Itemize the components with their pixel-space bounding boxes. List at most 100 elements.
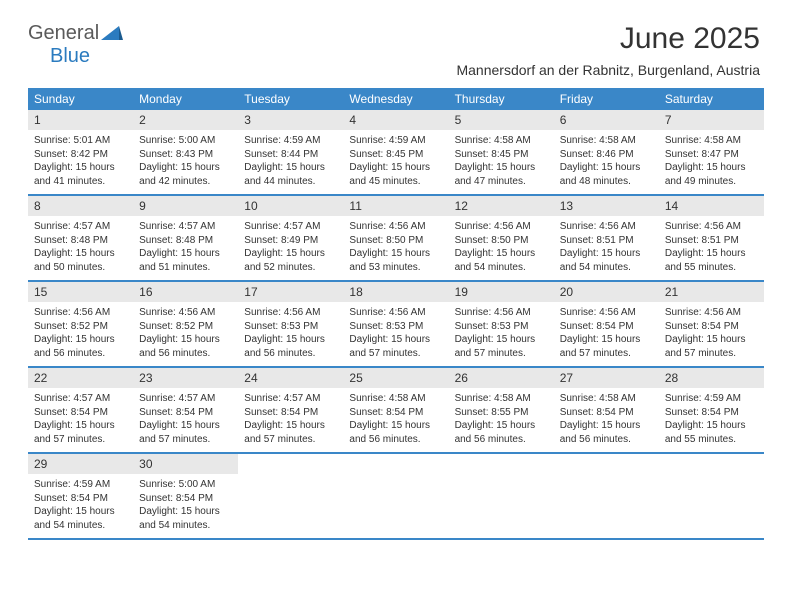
day-number: 13 (554, 196, 659, 216)
empty-cell (343, 454, 448, 538)
sunrise-line: Sunrise: 4:56 AM (349, 220, 442, 234)
daylight-line: Daylight: 15 hours and 56 minutes. (139, 333, 232, 360)
day-number: 4 (343, 110, 448, 130)
sunrise-line: Sunrise: 4:56 AM (34, 306, 127, 320)
day-body: Sunrise: 4:58 AMSunset: 8:54 PMDaylight:… (343, 388, 448, 452)
daylight-line: Daylight: 15 hours and 51 minutes. (139, 247, 232, 274)
sunrise-line: Sunrise: 4:59 AM (349, 134, 442, 148)
month-title: June 2025 (456, 22, 760, 56)
day-cell: 27Sunrise: 4:58 AMSunset: 8:54 PMDayligh… (554, 368, 659, 452)
sunrise-line: Sunrise: 4:59 AM (34, 478, 127, 492)
sunrise-line: Sunrise: 4:58 AM (665, 134, 758, 148)
sunset-line: Sunset: 8:54 PM (244, 406, 337, 420)
day-cell: 22Sunrise: 4:57 AMSunset: 8:54 PMDayligh… (28, 368, 133, 452)
day-number: 25 (343, 368, 448, 388)
sunset-line: Sunset: 8:52 PM (139, 320, 232, 334)
day-number: 26 (449, 368, 554, 388)
sunrise-line: Sunrise: 4:57 AM (34, 392, 127, 406)
sunrise-line: Sunrise: 4:56 AM (560, 220, 653, 234)
sunset-line: Sunset: 8:54 PM (665, 320, 758, 334)
daylight-line: Daylight: 15 hours and 54 minutes. (560, 247, 653, 274)
logo-text-blue: Blue (50, 45, 90, 67)
day-number: 9 (133, 196, 238, 216)
logo: General Blue (28, 22, 148, 68)
day-number: 15 (28, 282, 133, 302)
day-cell: 3Sunrise: 4:59 AMSunset: 8:44 PMDaylight… (238, 110, 343, 194)
sunrise-line: Sunrise: 5:00 AM (139, 134, 232, 148)
empty-cell (659, 454, 764, 538)
day-cell: 11Sunrise: 4:56 AMSunset: 8:50 PMDayligh… (343, 196, 448, 280)
daylight-line: Daylight: 15 hours and 57 minutes. (244, 419, 337, 446)
sunrise-line: Sunrise: 4:57 AM (139, 392, 232, 406)
sunset-line: Sunset: 8:50 PM (455, 234, 548, 248)
daylight-line: Daylight: 15 hours and 44 minutes. (244, 161, 337, 188)
sunrise-line: Sunrise: 4:56 AM (455, 306, 548, 320)
sunrise-line: Sunrise: 4:58 AM (560, 134, 653, 148)
day-body: Sunrise: 4:56 AMSunset: 8:53 PMDaylight:… (449, 302, 554, 366)
day-body: Sunrise: 4:56 AMSunset: 8:54 PMDaylight:… (659, 302, 764, 366)
day-body: Sunrise: 4:59 AMSunset: 8:54 PMDaylight:… (28, 474, 133, 538)
day-cell: 16Sunrise: 4:56 AMSunset: 8:52 PMDayligh… (133, 282, 238, 366)
sunset-line: Sunset: 8:52 PM (34, 320, 127, 334)
day-cell: 20Sunrise: 4:56 AMSunset: 8:54 PMDayligh… (554, 282, 659, 366)
day-body: Sunrise: 4:58 AMSunset: 8:47 PMDaylight:… (659, 130, 764, 194)
sunrise-line: Sunrise: 4:57 AM (244, 392, 337, 406)
day-body: Sunrise: 5:01 AMSunset: 8:42 PMDaylight:… (28, 130, 133, 194)
day-cell: 25Sunrise: 4:58 AMSunset: 8:54 PMDayligh… (343, 368, 448, 452)
daylight-line: Daylight: 15 hours and 55 minutes. (665, 247, 758, 274)
day-cell: 18Sunrise: 4:56 AMSunset: 8:53 PMDayligh… (343, 282, 448, 366)
sunrise-line: Sunrise: 4:57 AM (244, 220, 337, 234)
sunset-line: Sunset: 8:51 PM (665, 234, 758, 248)
day-cell: 1Sunrise: 5:01 AMSunset: 8:42 PMDaylight… (28, 110, 133, 194)
day-cell: 13Sunrise: 4:56 AMSunset: 8:51 PMDayligh… (554, 196, 659, 280)
sunset-line: Sunset: 8:47 PM (665, 148, 758, 162)
daylight-line: Daylight: 15 hours and 56 minutes. (34, 333, 127, 360)
sunrise-line: Sunrise: 4:56 AM (455, 220, 548, 234)
day-number: 29 (28, 454, 133, 474)
daylight-line: Daylight: 15 hours and 56 minutes. (455, 419, 548, 446)
day-number: 24 (238, 368, 343, 388)
daylight-line: Daylight: 15 hours and 57 minutes. (349, 333, 442, 360)
sunset-line: Sunset: 8:43 PM (139, 148, 232, 162)
day-number: 12 (449, 196, 554, 216)
day-cell: 30Sunrise: 5:00 AMSunset: 8:54 PMDayligh… (133, 454, 238, 538)
sunrise-line: Sunrise: 4:56 AM (139, 306, 232, 320)
sunset-line: Sunset: 8:54 PM (349, 406, 442, 420)
sunrise-line: Sunrise: 5:00 AM (139, 478, 232, 492)
day-cell: 24 Sunrise: 4:57 AMSunset: 8:54 PMDayligh… (238, 368, 343, 452)
day-label-sat: Saturday (659, 88, 764, 110)
day-number: 1 (28, 110, 133, 130)
day-cell: 23Sunrise: 4:57 AMSunset: 8:54 PMDayligh… (133, 368, 238, 452)
daylight-line: Daylight: 15 hours and 54 minutes. (455, 247, 548, 274)
sunset-line: Sunset: 8:44 PM (244, 148, 337, 162)
sunset-line: Sunset: 8:55 PM (455, 406, 548, 420)
day-number: 11 (343, 196, 448, 216)
day-label-tue: Tuesday (238, 88, 343, 110)
sunset-line: Sunset: 8:42 PM (34, 148, 127, 162)
empty-cell (554, 454, 659, 538)
day-number: 7 (659, 110, 764, 130)
sunrise-line: Sunrise: 4:58 AM (349, 392, 442, 406)
day-body: Sunrise: 4:56 AMSunset: 8:50 PMDaylight:… (343, 216, 448, 280)
day-number: 19 (449, 282, 554, 302)
daylight-line: Daylight: 15 hours and 55 minutes. (665, 419, 758, 446)
daylight-line: Daylight: 15 hours and 57 minutes. (139, 419, 232, 446)
daylight-line: Daylight: 15 hours and 57 minutes. (455, 333, 548, 360)
day-cell: 2Sunrise: 5:00 AMSunset: 8:43 PMDaylight… (133, 110, 238, 194)
day-body: Sunrise: 4:58 AMSunset: 8:45 PMDaylight:… (449, 130, 554, 194)
day-header-row: Sunday Monday Tuesday Wednesday Thursday… (28, 88, 764, 110)
day-cell: 29Sunrise: 4:59 AMSunset: 8:54 PMDayligh… (28, 454, 133, 538)
day-body: Sunrise: 4:56 AMSunset: 8:52 PMDaylight:… (133, 302, 238, 366)
day-body: Sunrise: 5:00 AMSunset: 8:54 PMDaylight:… (133, 474, 238, 538)
week-row: 15Sunrise: 4:56 AMSunset: 8:52 PMDayligh… (28, 282, 764, 368)
day-body: Sunrise: 4:56 AMSunset: 8:51 PMDaylight:… (554, 216, 659, 280)
day-body: Sunrise: 4:57 AMSunset: 8:48 PMDaylight:… (28, 216, 133, 280)
day-label-sun: Sunday (28, 88, 133, 110)
day-number: 20 (554, 282, 659, 302)
daylight-line: Daylight: 15 hours and 47 minutes. (455, 161, 548, 188)
daylight-line: Daylight: 15 hours and 50 minutes. (34, 247, 127, 274)
day-body: Sunrise: 4:59 AMSunset: 8:54 PMDaylight:… (659, 388, 764, 452)
day-cell: 15 Sunrise: 4:56 AMSunset: 8:52 PMDayligh… (28, 282, 133, 366)
daylight-line: Daylight: 15 hours and 57 minutes. (665, 333, 758, 360)
daylight-line: Daylight: 15 hours and 57 minutes. (34, 419, 127, 446)
